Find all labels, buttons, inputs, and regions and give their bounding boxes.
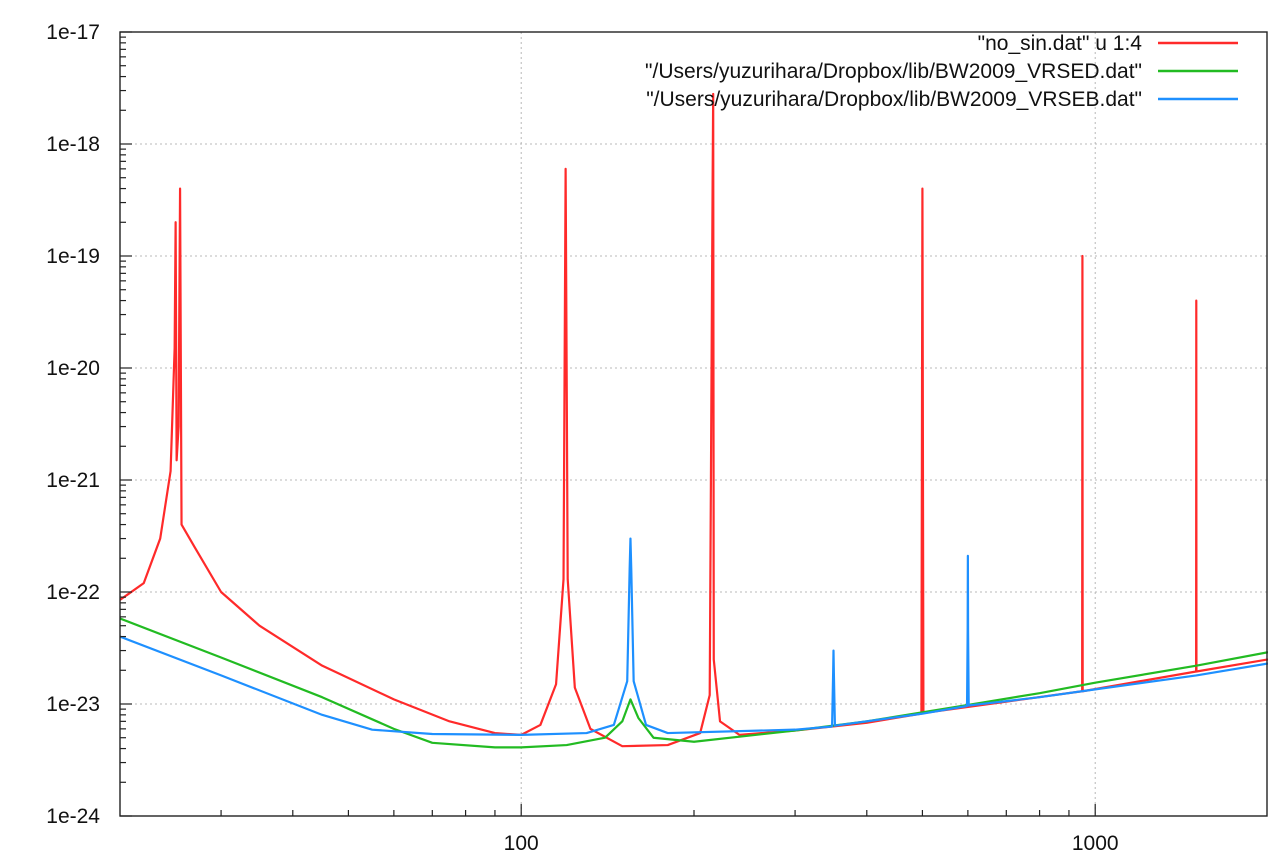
series-line-1 — [120, 94, 1268, 746]
x-tick-label: 1000 — [1072, 832, 1119, 855]
series-layer — [120, 94, 1268, 747]
legend-label-3: "/Users/yuzurihara/Dropbox/lib/BW2009_VR… — [646, 88, 1142, 111]
y-tick-label: 1e-23 — [46, 693, 100, 716]
y-tick-label: 1e-22 — [46, 581, 100, 604]
legend: "no_sin.dat" u 1:4 "/Users/yuzurihara/Dro… — [645, 32, 1238, 111]
y-tick-label: 1e-21 — [46, 469, 100, 492]
y-tick-label: 1e-18 — [46, 133, 100, 156]
y-tick-label: 1e-20 — [46, 357, 100, 380]
x-tick-label: 100 — [504, 832, 539, 855]
legend-label-2: "/Users/yuzurihara/Dropbox/lib/BW2009_VR… — [645, 60, 1142, 83]
series-line-3 — [120, 539, 1268, 735]
legend-label-1: "no_sin.dat" u 1:4 — [978, 32, 1143, 55]
y-tick-label: 1e-19 — [46, 245, 100, 268]
y-tick-label: 1e-17 — [46, 21, 100, 44]
grid-layer — [120, 32, 1268, 816]
series-line-2 — [120, 619, 1268, 748]
tick-layer: 1e-17 1e-18 1e-19 1e-20 1e-21 1e-22 1e-23 1e-24… — [46, 21, 1118, 855]
y-tick-label: 1e-24 — [46, 805, 100, 828]
